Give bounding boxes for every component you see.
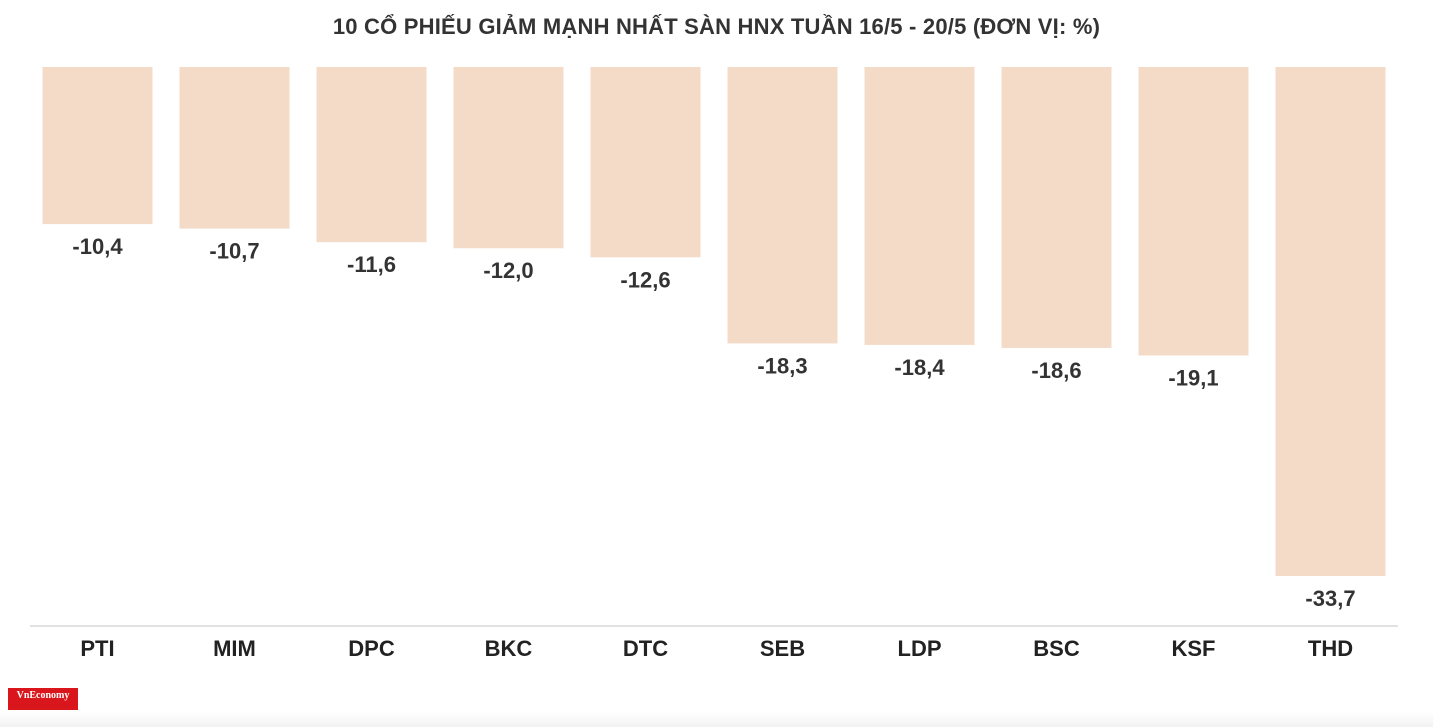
category-label-thd: THD	[1308, 636, 1353, 661]
chart-title: 10 CỔ PHIẾU GIẢM MẠNH NHẤT SÀN HNX TUẦN …	[332, 14, 1101, 39]
category-label-pti: PTI	[80, 636, 114, 661]
category-labels-group: PTI MIM DPC BKC DTC SEB LDP BSC KSF THD	[80, 636, 1353, 661]
category-label-bkc: BKC	[485, 636, 533, 661]
value-label-thd: -33,7	[1305, 586, 1355, 611]
value-label-mim: -10,7	[209, 239, 259, 264]
bar-bsc	[1001, 67, 1112, 348]
value-label-ldp: -18,4	[894, 355, 945, 380]
value-label-dtc: -12,6	[620, 267, 670, 292]
bar-dpc	[316, 67, 427, 243]
vneconomy-logo: VnEconomy	[8, 688, 78, 710]
value-labels-group: -10,4 -10,7 -11,6 -12,0 -12,6 -18,3 -18,4 -18,6…	[72, 234, 1355, 611]
bar-thd	[1275, 67, 1386, 576]
category-label-ksf: KSF	[1172, 636, 1216, 661]
category-label-bsc: BSC	[1033, 636, 1080, 661]
bar-dtc	[590, 67, 701, 258]
category-label-seb: SEB	[760, 636, 805, 661]
bar-ldp	[864, 67, 975, 345]
bar-seb	[727, 67, 838, 344]
category-label-dtc: DTC	[623, 636, 668, 661]
value-label-bsc: -18,6	[1031, 358, 1081, 383]
value-label-bkc: -12,0	[483, 258, 533, 283]
value-label-ksf: -19,1	[1168, 365, 1218, 390]
bars-group	[42, 67, 1386, 576]
category-label-dpc: DPC	[348, 636, 395, 661]
bar-ksf	[1138, 67, 1249, 356]
bar-chart: -10,4 -10,7 -11,6 -12,0 -12,6 -18,3 -18,4 -18,6…	[30, 67, 1398, 661]
bar-mim	[179, 67, 290, 229]
value-label-seb: -18,3	[757, 353, 807, 378]
value-label-pti: -10,4	[72, 234, 123, 259]
bar-pti	[42, 67, 153, 225]
category-label-ldp: LDP	[898, 636, 942, 661]
bar-bkc	[453, 67, 564, 249]
value-label-dpc: -11,6	[347, 252, 396, 277]
category-label-mim: MIM	[213, 636, 256, 661]
bottom-strip	[0, 712, 1433, 727]
